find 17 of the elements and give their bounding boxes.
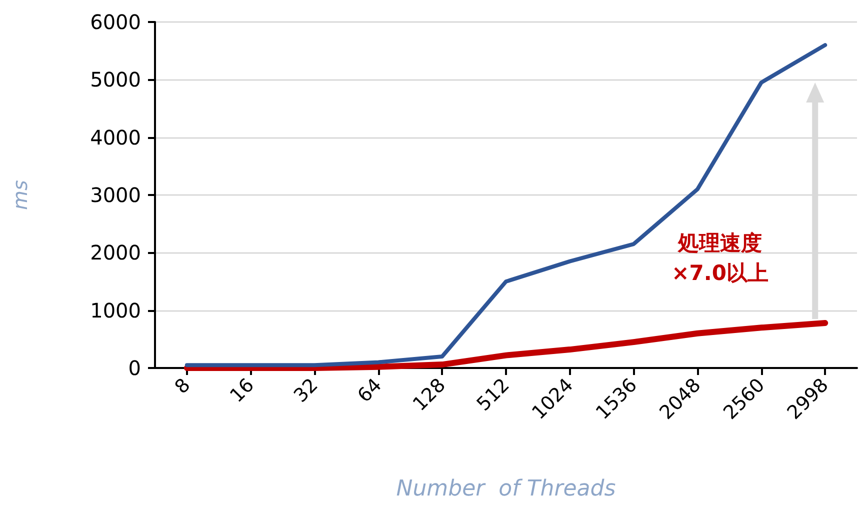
y-tick-label: 5000 [90,68,141,92]
x-tick-label: 8 [170,374,195,398]
x-tick-label: 128 [408,374,450,416]
x-tick-label: 512 [472,374,514,416]
y-tick-label: 0 [128,356,141,380]
line-series [184,43,828,368]
y-tick-label: 2000 [90,240,141,265]
y-tick-label: 6000 [90,10,141,34]
x-axis-title: Number of Threads [396,476,616,502]
x-tick-label: 64 [353,374,386,407]
y-axis-title: ms [8,180,32,210]
x-tick-label: 32 [290,374,322,407]
y-tick-label: 4000 [90,125,141,150]
x-tick-label: 16 [226,374,259,407]
y-tick-label: 1000 [90,298,141,322]
y-tick-label: 3000 [90,183,141,207]
annotation: 処理速度 ×7.0以上 [670,230,770,287]
